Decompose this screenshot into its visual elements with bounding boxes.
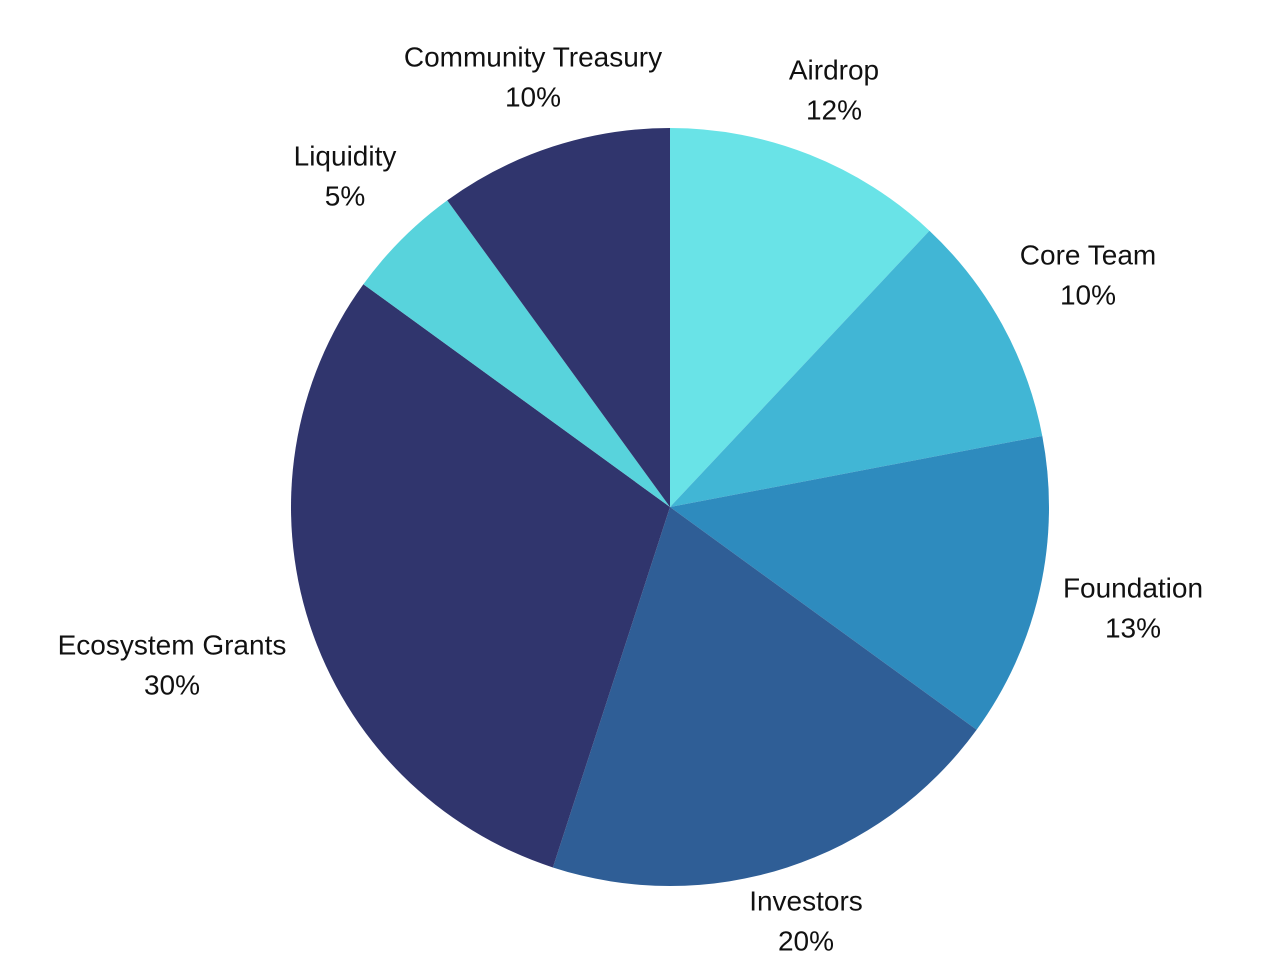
pie-labels: Airdrop 12% Core Team 10% Foundation 13% Inves… [58,41,1203,956]
slice-label-value: 12% [806,94,862,125]
slice-label-name: Foundation [1063,572,1203,603]
slice-label-name: Community Treasury [404,41,662,72]
slice-label-value: 10% [1060,279,1116,310]
slice-label-name: Airdrop [789,54,879,85]
pie-slice-community-treasury [447,128,670,507]
slice-label-value: 20% [778,925,834,956]
pie-slice-foundation [670,435,1050,730]
slice-label-name: Ecosystem Grants [58,629,287,660]
slice-label-name: Investors [749,885,863,916]
pie-slices [290,128,1050,887]
slice-label-name: Liquidity [294,140,397,171]
pie-slice-ecosystem-grants [290,284,670,868]
pie-slice-core-team [670,230,1043,507]
slice-label-value: 5% [325,180,365,211]
pie-slice-liquidity [363,200,670,507]
pie-slice-airdrop [670,128,930,507]
slice-label-name: Core Team [1020,239,1156,270]
pie-slice-investors [552,507,977,887]
slice-label-value: 13% [1105,612,1161,643]
slice-label-value: 30% [144,669,200,700]
slice-label-value: 10% [505,81,561,112]
